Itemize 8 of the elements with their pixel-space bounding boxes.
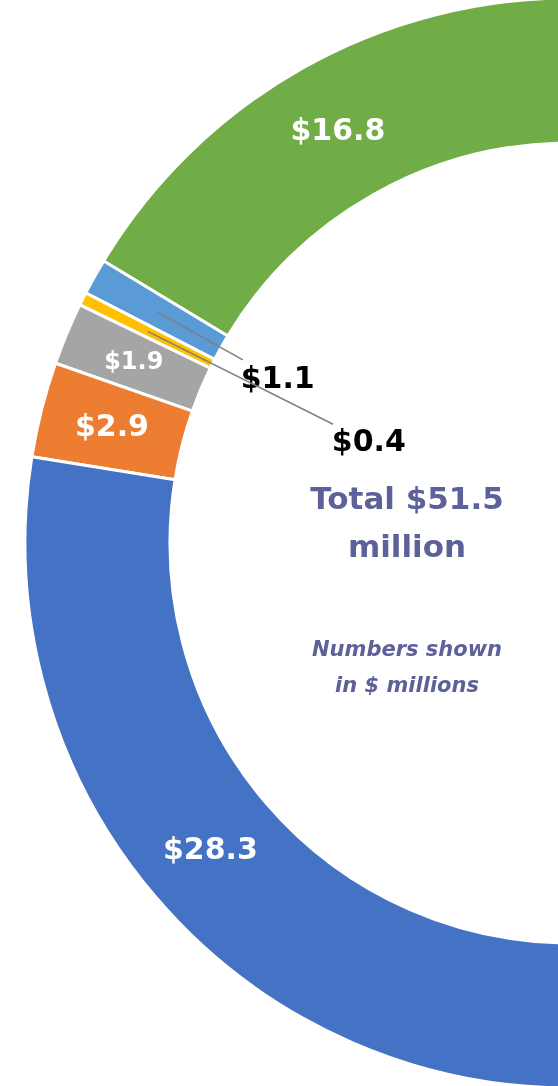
data-label: $2.9 [74, 408, 149, 444]
data-label: $1.9 [104, 346, 164, 375]
data-label: $0.4 [331, 423, 406, 459]
data-label: $28.3 [162, 830, 258, 866]
text: Total $51.5 million [310, 480, 504, 564]
text: Numbers shown in $ millions [311, 637, 503, 697]
data-label: $16.8 [290, 112, 386, 148]
data-label: $1.1 [240, 360, 315, 396]
